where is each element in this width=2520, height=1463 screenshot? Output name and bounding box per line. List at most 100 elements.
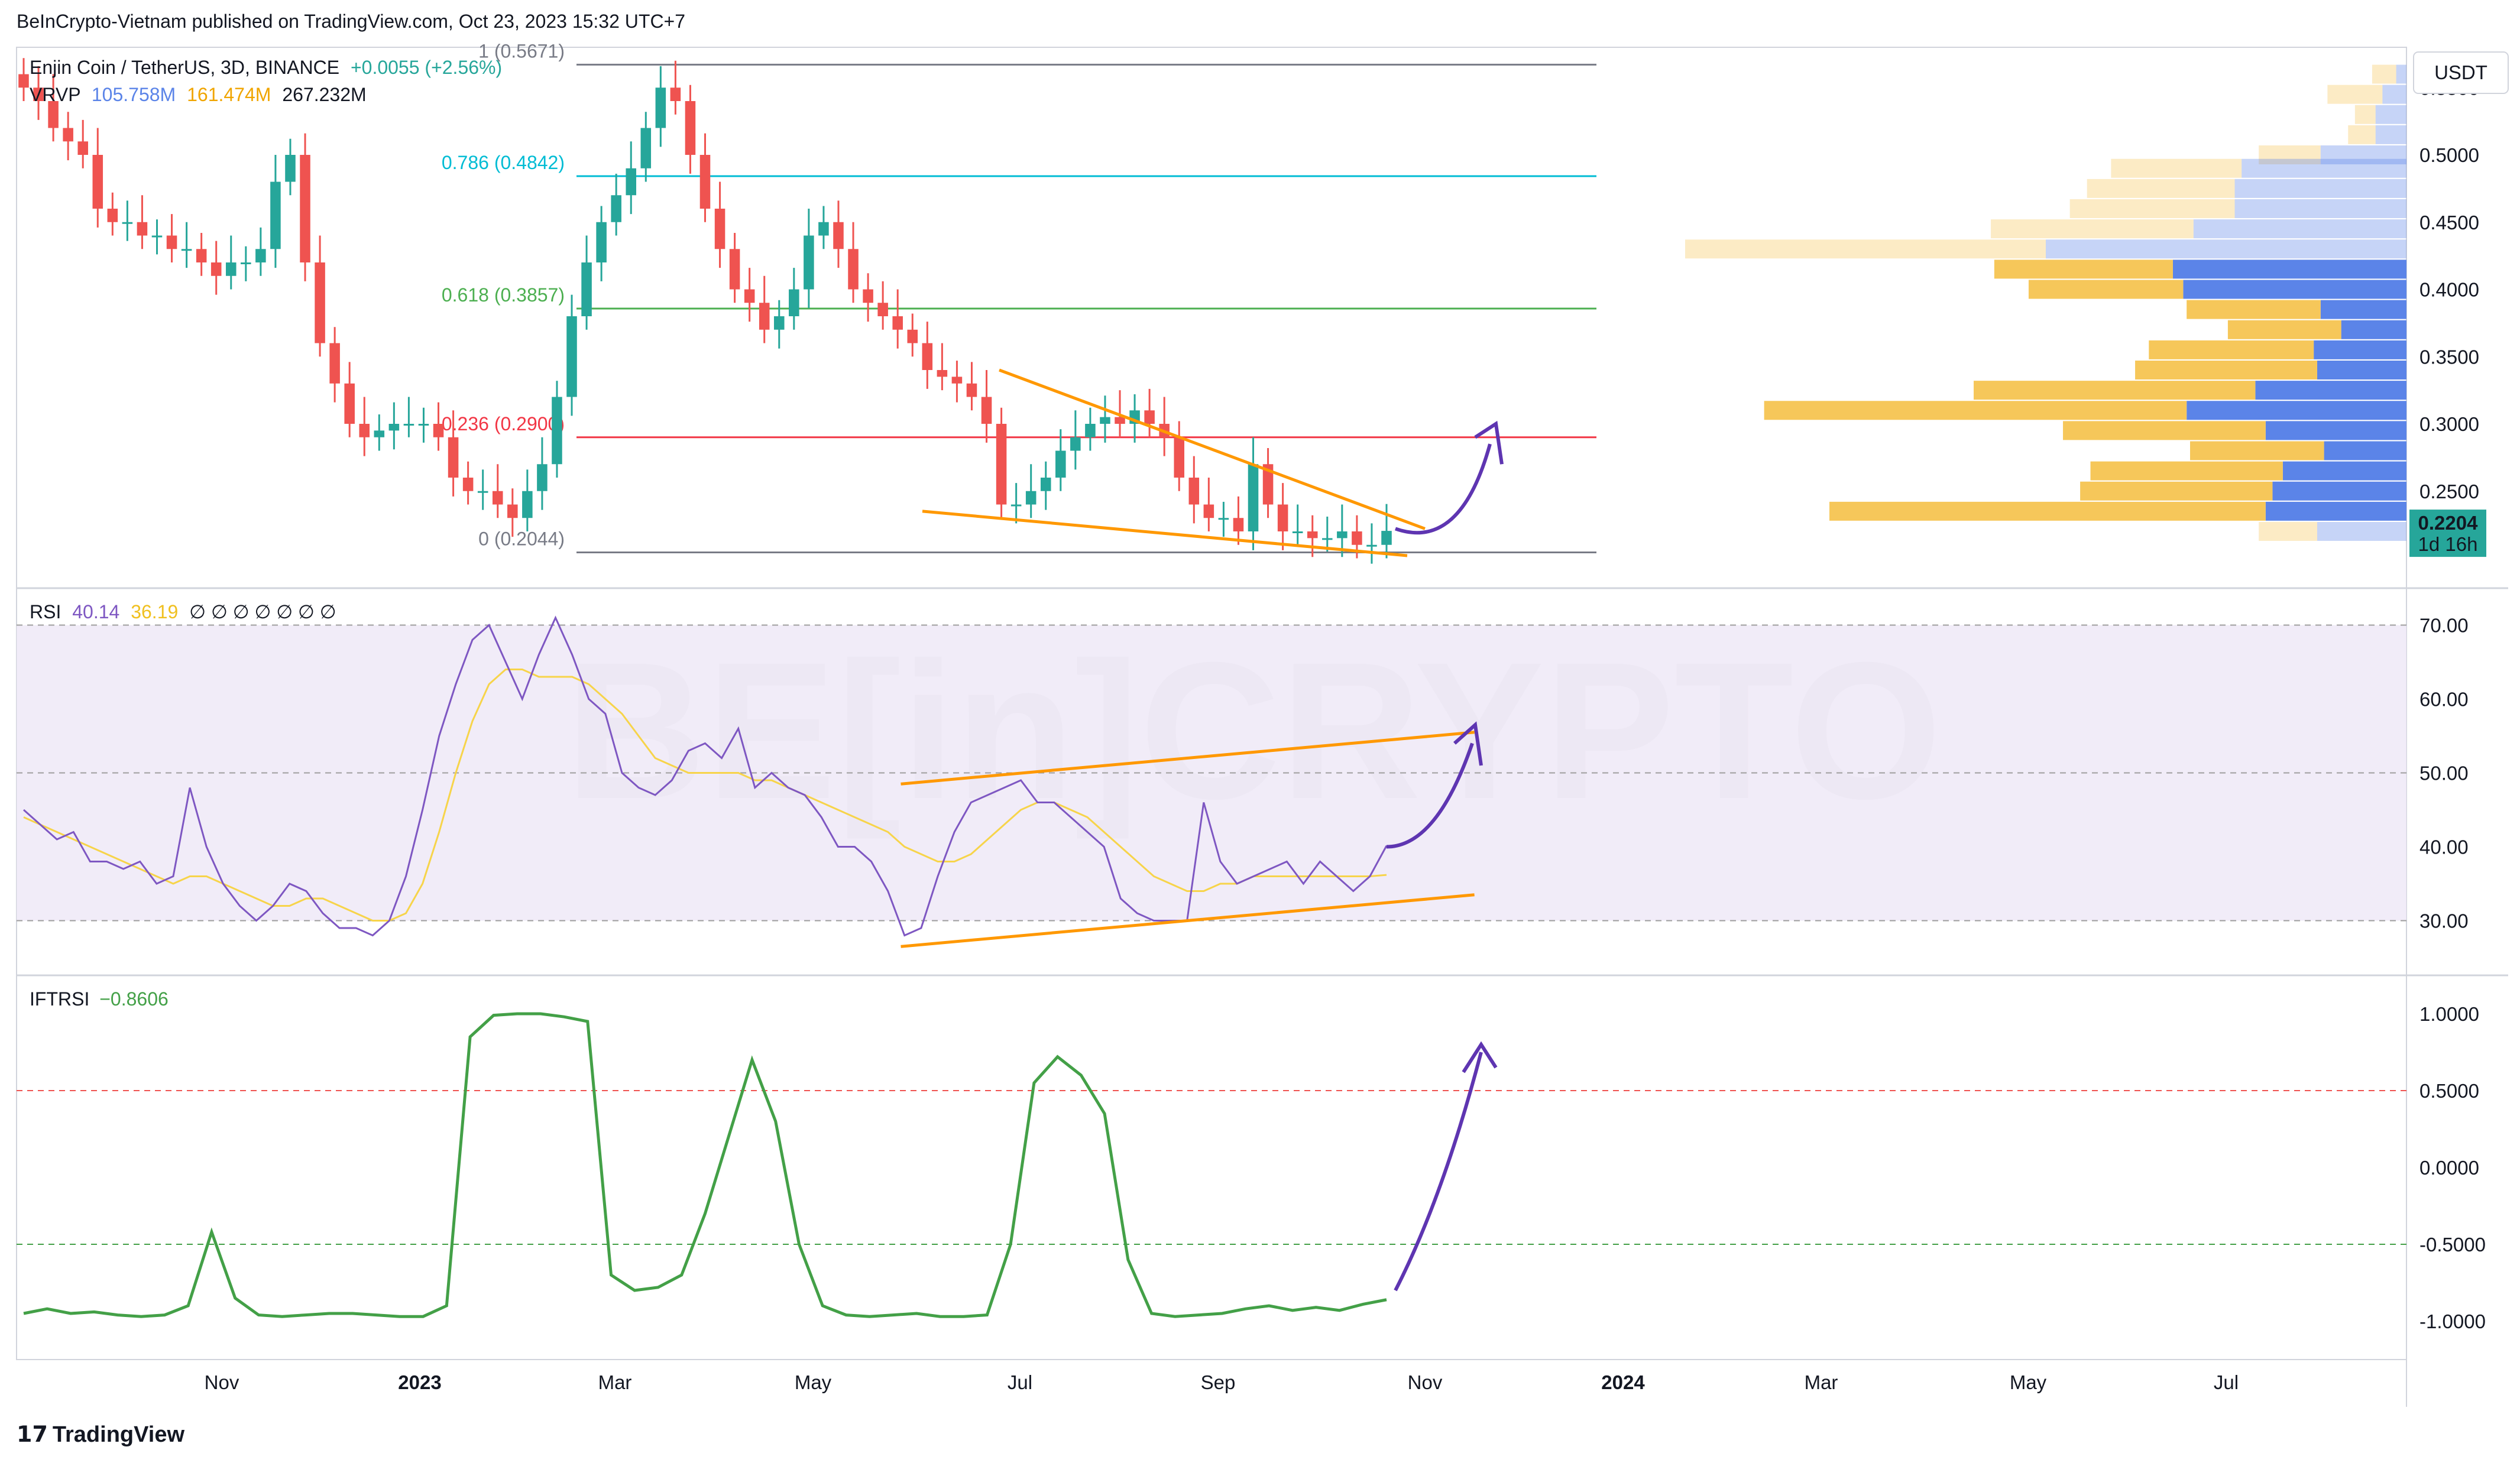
- rsi-line: [23, 615, 1388, 937]
- candle-body: [537, 464, 548, 491]
- price-tick-label: 0.5000: [2419, 144, 2479, 166]
- candle-body: [1233, 518, 1244, 531]
- price-tick-label: 0.4500: [2419, 212, 2479, 233]
- iftrsi-tick-label: -0.5000: [2419, 1234, 2486, 1256]
- volume-profile-up-bar: [2255, 381, 2406, 400]
- candle-body: [33, 87, 44, 101]
- candle-body: [774, 316, 785, 330]
- candle-body: [759, 303, 770, 330]
- candle-body: [848, 249, 859, 290]
- volume-profile-up-bar: [2187, 401, 2406, 420]
- volume-profile-up-bar: [2183, 280, 2406, 299]
- candle-body: [403, 424, 414, 426]
- volume-profile-down-bar: [2090, 461, 2283, 481]
- x-tick-label: Jul: [2214, 1371, 2239, 1393]
- fib-level-label: 1 (0.5671): [478, 40, 565, 61]
- volume-profile-up-bar: [2265, 501, 2406, 521]
- candle-body: [1010, 504, 1022, 507]
- volume-profile-down-bar: [2190, 441, 2324, 460]
- rsi-value: 40.14: [72, 601, 120, 622]
- x-tick-label: 2023: [398, 1371, 441, 1393]
- price-change: +0.0055 (+2.56%): [350, 57, 503, 78]
- candle-body: [329, 343, 340, 384]
- candle-body: [1085, 424, 1096, 437]
- candle-body: [255, 249, 266, 262]
- candle-body: [137, 222, 148, 236]
- candle-body: [92, 155, 103, 209]
- volume-profile-down-bar: [1994, 259, 2173, 279]
- volume-profile-down-bar: [2087, 179, 2235, 198]
- volume-profile-up-bar: [2265, 421, 2406, 440]
- candle-body: [1144, 410, 1155, 424]
- rsi-label[interactable]: RSI: [30, 601, 61, 622]
- x-tick-label: Mar: [1805, 1371, 1838, 1393]
- candle-body: [63, 128, 73, 142]
- candle-body: [107, 209, 118, 222]
- candle-body: [1203, 504, 1214, 518]
- candle-body: [596, 222, 607, 262]
- rsi-tick-label: 30.00: [2419, 910, 2469, 932]
- rsi-extra: ∅ ∅ ∅ ∅ ∅ ∅ ∅: [189, 601, 336, 622]
- vrvp-label[interactable]: VRVP: [30, 84, 80, 105]
- candle-body: [566, 316, 577, 397]
- fib-level-label: 0 (0.2044): [478, 528, 565, 549]
- symbol-legend: Enjin Coin / TetherUS, 3D, BINANCE +0.00…: [30, 57, 502, 79]
- rsi-tick-label: 40.00: [2419, 836, 2469, 858]
- tradingview-brand[interactable]: 𝟭𝟳 TradingView: [17, 1421, 184, 1448]
- x-tick-label: 2024: [1601, 1371, 1645, 1393]
- volume-profile-up-bar: [2320, 145, 2406, 164]
- price-tick-label: 0.2500: [2419, 481, 2479, 502]
- volume-profile-down-bar: [2354, 105, 2376, 124]
- volume-profile-up-bar: [2317, 361, 2406, 379]
- candle-body: [1248, 464, 1259, 531]
- candle-body: [611, 195, 621, 222]
- iftrsi-projection-arrow-head: [1462, 1041, 1498, 1073]
- rsi-tick-label: 60.00: [2419, 689, 2469, 711]
- volume-profile-down-bar: [2259, 522, 2317, 541]
- volume-profile-up-bar: [2341, 320, 2406, 339]
- candle-body: [1262, 464, 1274, 505]
- candle-body: [892, 316, 903, 330]
- candle-body: [1277, 504, 1288, 531]
- volume-profile-down-bar: [1829, 501, 2266, 521]
- volume-profile-up-bar: [2324, 441, 2406, 460]
- symbol-title[interactable]: Enjin Coin / TetherUS, 3D, BINANCE: [30, 57, 340, 78]
- volume-profile-up-bar: [2375, 105, 2406, 124]
- candle-body: [1352, 531, 1362, 545]
- candle-body: [1292, 531, 1303, 533]
- volume-profile-down-bar: [2028, 280, 2184, 299]
- candle-body: [418, 424, 429, 426]
- candle-body: [714, 209, 725, 249]
- candle-body: [744, 289, 755, 303]
- candle-body: [448, 437, 459, 478]
- candle-body: [877, 303, 888, 316]
- volume-profile-up-bar: [2320, 300, 2406, 319]
- candle-body: [315, 262, 325, 343]
- iftrsi-line: [23, 1012, 1387, 1318]
- falling-wedge-lower: [922, 510, 1408, 557]
- candle-body: [151, 235, 163, 238]
- rsi-tick-label: 50.00: [2419, 763, 2469, 784]
- volume-profile-up-bar: [2396, 64, 2406, 84]
- candle-body: [433, 424, 444, 437]
- volume-profile-up-bar: [2317, 522, 2406, 541]
- iftrsi-label[interactable]: IFTRSI: [30, 988, 90, 1010]
- tv-logo-icon: 𝟭𝟳: [17, 1422, 48, 1447]
- projection-arrow: [1395, 443, 1492, 535]
- volume-profile-up-bar: [2242, 158, 2406, 178]
- brand-label: TradingView: [52, 1422, 185, 1447]
- volume-profile-down-bar: [2372, 64, 2396, 84]
- vrvp-up: 105.758M: [91, 84, 176, 105]
- iftrsi-projection-arrow: [1394, 1052, 1483, 1292]
- volume-profile-up-bar: [2375, 125, 2406, 144]
- x-tick-label: Nov: [1408, 1371, 1443, 1393]
- candle-body: [359, 424, 370, 437]
- volume-profile-up-bar: [2193, 219, 2406, 239]
- candle-body: [1070, 437, 1081, 451]
- iftrsi-tick-label: 0.5000: [2419, 1080, 2479, 1102]
- x-tick-label: May: [795, 1371, 832, 1393]
- candle-body: [951, 377, 963, 384]
- candle-body: [937, 370, 948, 377]
- volume-profile-down-bar: [2080, 481, 2273, 501]
- price-tick-label: 0.3000: [2419, 413, 2479, 435]
